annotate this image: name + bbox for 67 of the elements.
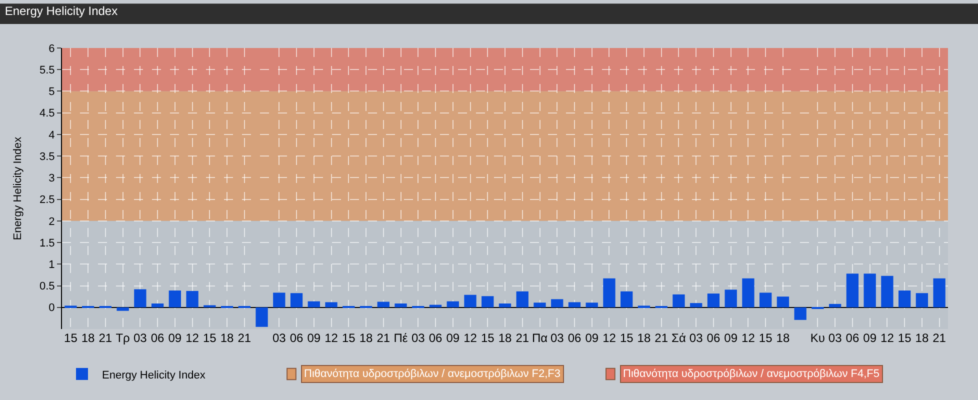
y-tick-label: 2.5	[40, 194, 55, 206]
x-tick-label: 09	[863, 331, 877, 345]
x-tick-label: 06	[568, 331, 582, 345]
y-tick-label: 6	[48, 42, 55, 55]
x-tick-label: Πα	[532, 331, 548, 345]
x-tick-label: 12	[880, 331, 894, 345]
legend-label: Πιθανότητα υδροστρόβιλων / ανεμοστρόβιλων F4,F5	[623, 368, 880, 380]
x-tick-label: 03	[828, 331, 842, 345]
x-tick-label: 03	[550, 331, 564, 345]
x-tick-label: Τρ	[116, 331, 130, 345]
x-tick-label: 03	[272, 331, 286, 345]
y-tick-label: 1	[48, 259, 55, 271]
x-tick-label: 15	[898, 331, 912, 345]
x-tick-label: 06	[846, 331, 860, 345]
x-tick-label: Πέ	[394, 331, 408, 345]
legend-label: Πιθανότητα υδροστρόβιλων / ανεμοστρόβιλων F2,F3	[304, 368, 560, 380]
y-tick-label: 3	[48, 172, 55, 185]
x-tick-label: 03	[689, 331, 704, 345]
y-tick-label: 5	[48, 86, 55, 98]
x-tick-label: 12	[324, 331, 338, 345]
y-tick-label: 4.5	[40, 108, 55, 120]
y-axis-title: Energy Helicity Index	[12, 136, 24, 240]
x-tick-label: 21	[238, 331, 252, 345]
x-tick-label: 21	[932, 331, 946, 345]
x-tick-label: 15	[620, 331, 634, 345]
x-tick-label: 03	[411, 331, 426, 345]
x-tick-label: 09	[724, 331, 738, 345]
x-tick-label: 21	[654, 331, 668, 345]
x-tick-label: 15	[342, 331, 356, 345]
x-tick-label: 03	[134, 331, 148, 345]
x-tick-label: 09	[585, 331, 599, 345]
x-tick-label: 18	[915, 331, 929, 345]
x-tick-label: 15	[758, 331, 773, 345]
x-tick-label: 09	[446, 331, 460, 345]
y-tick-label: 3.5	[40, 150, 55, 163]
x-tick-label: 18	[81, 331, 96, 345]
y-tick-label: 4	[48, 129, 55, 142]
chart-title: Energy Helicity Index	[4, 4, 118, 18]
x-tick-label: 12	[602, 331, 616, 345]
x-tick-label: 18	[776, 331, 790, 345]
x-tick-label: 12	[464, 331, 478, 345]
x-tick-label: 15	[64, 331, 78, 345]
x-tick-label: 09	[168, 331, 182, 345]
x-tick-label: 18	[637, 331, 651, 345]
x-tick-label: 12	[742, 331, 756, 345]
x-tick-label: 18	[359, 331, 374, 345]
x-tick-label: 06	[706, 331, 720, 345]
x-tick-label: 21	[516, 331, 530, 345]
x-tick-label: 15	[480, 331, 495, 345]
x-tick-label: 06	[290, 331, 304, 345]
x-tick-label: 21	[376, 331, 390, 345]
x-tick-label: Κυ	[810, 331, 825, 345]
x-tick-label: 06	[150, 331, 165, 345]
x-tick-label: 12	[186, 331, 200, 345]
y-tick-label: 1.5	[40, 237, 55, 250]
x-tick-label: 18	[220, 331, 234, 345]
x-tick-label: Σά	[672, 331, 686, 345]
x-tick-label: 06	[428, 331, 443, 345]
x-tick-label: 18	[498, 331, 512, 345]
legend-label: Energy Helicity Index	[102, 369, 206, 382]
x-tick-label: 15	[202, 331, 217, 345]
y-tick-label: 5.5	[40, 64, 55, 76]
y-tick-label: 0.5	[40, 280, 55, 293]
x-tick-label: 09	[307, 331, 321, 345]
x-tick-label: 21	[98, 331, 112, 345]
y-tick-label: 0	[48, 302, 55, 314]
y-tick-label: 2	[48, 216, 55, 228]
